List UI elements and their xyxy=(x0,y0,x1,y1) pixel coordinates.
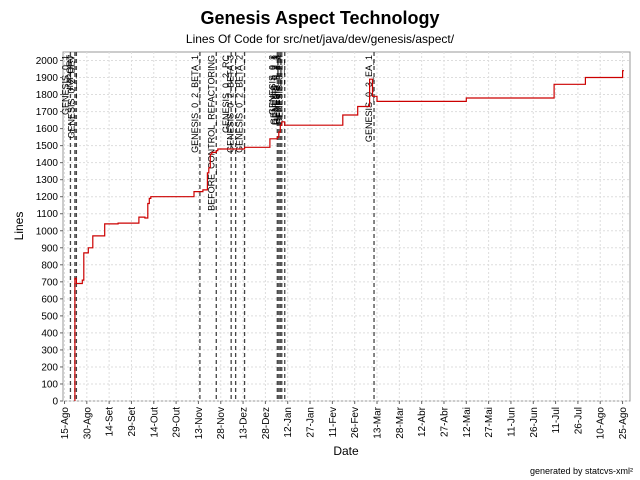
x-tick-label: 29-Out xyxy=(172,407,183,438)
x-tick-label: 27-Abr xyxy=(439,406,450,437)
y-tick-label: 1800 xyxy=(36,90,59,101)
tag-marker-label: GENESIS_0_2_2 xyxy=(270,55,280,125)
x-tick-label: 25-Ago xyxy=(618,407,629,440)
y-tick-label: 1700 xyxy=(36,107,59,118)
y-tick-label: 800 xyxy=(41,260,58,271)
y-tick-label: 1300 xyxy=(36,175,59,186)
x-tick-label: 28-Dez xyxy=(261,407,272,439)
y-tick-label: 500 xyxy=(41,311,58,322)
tag-marker-label: GENESIS_0_2_3 xyxy=(272,55,282,125)
x-axis: 15-Ago 30-Ago 14-Set 29-Set 14-Out 29-Out 13-N… xyxy=(60,401,629,439)
y-tick-label: 1400 xyxy=(36,158,59,169)
loc-series-line xyxy=(74,70,624,401)
tag-marker-label: GENESIS_0_2_4 xyxy=(275,55,285,125)
tag-marker-label: GENESIS_0_2_BETA_1 xyxy=(190,55,200,153)
x-tick-label: 11-Jul xyxy=(551,407,562,434)
x-tick-label: 11-Jun xyxy=(506,407,517,437)
x-tick-label: 27-Jan xyxy=(306,407,317,438)
y-tick-label: 0 xyxy=(52,397,58,408)
x-tick-label: 13-Nov xyxy=(194,407,205,439)
y-tick-label: 400 xyxy=(41,328,58,339)
plot-area xyxy=(62,51,631,402)
x-tick-label: 10-Ago xyxy=(596,407,607,440)
y-tick-label: 300 xyxy=(41,345,58,356)
x-tick-label: 26-Fev xyxy=(350,407,361,438)
tag-marker-label: GENESIS_0_1 xyxy=(60,55,70,115)
y-tick-label: 700 xyxy=(41,277,58,288)
y-tick-label: 900 xyxy=(41,243,58,254)
x-tick-label: 27-Mai xyxy=(484,407,495,438)
x-tick-label: 30-Ago xyxy=(82,407,93,440)
x-tick-label: 14-Set xyxy=(105,407,116,437)
y-tick-label: 1600 xyxy=(36,124,59,135)
y-tick-label: 1500 xyxy=(36,141,59,152)
y-tick-label: 1000 xyxy=(36,226,59,237)
tag-marker-label: GENESIS_0_2 xyxy=(267,55,277,115)
x-tick-label: 12-Jan xyxy=(283,407,294,438)
tag-marker-label: GENESIS_0_2_1 xyxy=(269,55,279,125)
tag-marker-label: GENESIS_0_2_DEV xyxy=(66,55,76,139)
x-tick-label: 15-Ago xyxy=(60,407,71,440)
y-tick-label: 2000 xyxy=(36,56,59,67)
tag-marker-label: BEFORE_CONTROL_REFACTORING xyxy=(206,55,216,211)
x-tick-label: 26-Jul xyxy=(573,407,584,434)
y-tick-label: 200 xyxy=(41,362,58,373)
generated-by-footer: generated by statcvs-xml² xyxy=(530,466,633,476)
tag-marker-label: GENESIS_0_2_RC xyxy=(221,55,231,134)
x-tick-label: 14-Out xyxy=(149,407,160,438)
y-tick-label: 1200 xyxy=(36,192,59,203)
y-tick-label: 600 xyxy=(41,294,58,305)
y-tick-label: 1900 xyxy=(36,73,59,84)
series-layer xyxy=(74,70,624,401)
x-tick-label: 12-Mai xyxy=(462,407,473,438)
y-tick-label: 100 xyxy=(41,379,58,390)
x-tick-label: 26-Jun xyxy=(529,407,540,438)
x-axis-label: Date xyxy=(333,444,359,458)
x-tick-label: 29-Set xyxy=(127,407,138,437)
tag-marker-label: GENESIS_0_2_BETA_2 xyxy=(235,55,245,153)
x-tick-label: 13-Dez xyxy=(239,407,250,439)
x-tick-label: 11-Fev xyxy=(328,407,339,437)
tag-marker-label: IMPORT xyxy=(65,55,75,90)
grid xyxy=(63,52,630,402)
x-tick-label: 13-Mar xyxy=(373,406,384,438)
chart-title: Genesis Aspect Technology xyxy=(200,8,439,28)
y-axis: 0 100 200 300 400 500 600 700 800 900 1000 1100 1200… xyxy=(36,56,63,408)
x-tick-label: 12-Abr xyxy=(417,406,428,437)
tag-marker-label: GENESIS_0_2_BETA_3 xyxy=(226,55,236,153)
y-axis-label: Lines xyxy=(12,212,26,241)
y-tick-label: 1100 xyxy=(36,209,58,220)
x-tick-label: 28-Mar xyxy=(395,406,406,438)
chart-subtitle: Lines Of Code for src/net/java/dev/genes… xyxy=(186,32,455,46)
x-tick-label: 28-Nov xyxy=(216,407,227,439)
